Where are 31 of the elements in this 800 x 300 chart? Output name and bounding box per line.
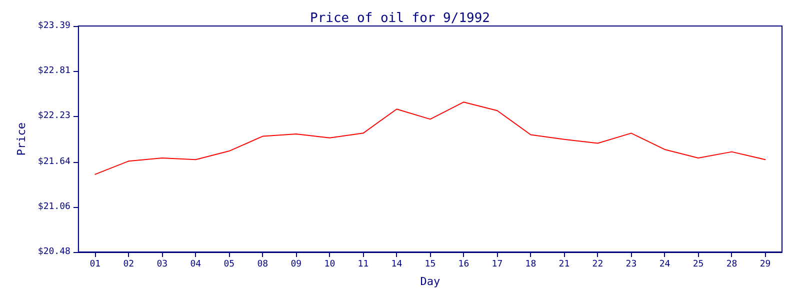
x-tick-label: 18 xyxy=(525,260,536,270)
y-tick-label: $22.81 xyxy=(38,66,70,76)
x-tick-label: 14 xyxy=(391,260,402,270)
y-tick-label: $21.64 xyxy=(38,156,70,167)
x-tick-label: 24 xyxy=(659,260,670,270)
y-tick-label: $21.06 xyxy=(38,202,70,212)
x-tick-label: 23 xyxy=(626,260,637,270)
x-tick-label: 21 xyxy=(558,260,570,270)
x-tick-label: 22 xyxy=(592,260,604,270)
chart-title: Price of oil for 9/1992 xyxy=(310,11,490,26)
x-tick-label: 05 xyxy=(224,260,235,270)
y-tick-label: $22.23 xyxy=(38,111,70,122)
line-series xyxy=(94,102,766,175)
x-axis-title: Day xyxy=(420,275,441,288)
x-tick-label: 02 xyxy=(123,260,134,270)
x-tick-label: 08 xyxy=(257,260,268,270)
x-tick-label: 03 xyxy=(156,260,168,270)
x-tick-label: 28 xyxy=(726,260,738,270)
x-tick-label: 10 xyxy=(324,260,336,270)
x-tick-label: 04 xyxy=(190,260,202,270)
y-axis-title: Price xyxy=(15,122,28,156)
x-tick-label: 01 xyxy=(90,260,101,270)
x-tick-label: 16 xyxy=(458,260,470,270)
x-tick-label: 17 xyxy=(492,260,503,270)
x-tick-label: 15 xyxy=(424,260,436,270)
x-tick-label: 09 xyxy=(290,260,302,270)
x-tick-label: 25 xyxy=(692,260,704,270)
y-tick-label: $20.48 xyxy=(38,247,70,257)
y-tick-label: $23.39 xyxy=(38,21,70,31)
x-tick-label: 11 xyxy=(358,260,369,270)
x-tick-label: 29 xyxy=(760,260,771,270)
